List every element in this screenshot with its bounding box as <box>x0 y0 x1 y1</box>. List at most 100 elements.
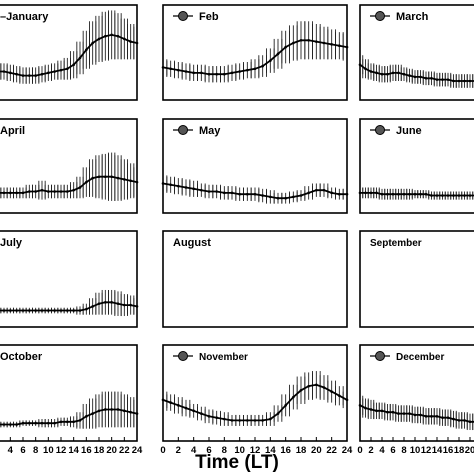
data-point <box>402 412 406 415</box>
data-point <box>53 190 56 193</box>
data-point <box>28 190 31 193</box>
data-point <box>446 194 450 197</box>
data-point <box>91 305 94 308</box>
data-point <box>463 194 466 197</box>
x-tick-label: 14 <box>265 445 276 456</box>
x-tick-label: 20 <box>465 445 474 456</box>
x-tick-label: 4 <box>8 445 14 456</box>
data-point <box>330 191 333 195</box>
panel-frame <box>359 344 474 442</box>
panel-december: December 0 2 4 6 8 10 12 14 16 18 20 <box>357 344 474 456</box>
data-point <box>129 303 132 307</box>
x-tick-label: 12 <box>250 445 261 456</box>
x-tick-label: 8 <box>33 445 38 456</box>
data-point <box>441 416 444 419</box>
data-point <box>322 386 326 389</box>
panel-title-april: April <box>0 125 25 137</box>
data-point <box>59 68 63 72</box>
data-point <box>53 309 56 312</box>
data-point <box>223 191 226 195</box>
x-tick-label: 18 <box>296 445 307 456</box>
data-point <box>284 45 287 49</box>
data-point <box>104 301 107 304</box>
x-tick-label: 4 <box>191 445 197 456</box>
data-point <box>161 182 165 185</box>
data-point <box>375 191 378 195</box>
data-point <box>72 63 75 67</box>
data-point <box>40 188 44 192</box>
x-tick-label: 4 <box>379 445 385 456</box>
data-point <box>223 72 226 76</box>
data-point <box>322 188 326 192</box>
data-point <box>53 70 56 73</box>
panel-april: April <box>0 118 139 214</box>
data-point <box>9 71 12 75</box>
data-point <box>307 38 310 42</box>
data-point <box>338 192 341 196</box>
data-point <box>129 410 132 414</box>
data-point <box>200 188 203 192</box>
data-point <box>40 421 44 425</box>
panel-title-september: September <box>370 238 422 249</box>
data-point <box>40 72 44 76</box>
data-point <box>2 191 6 195</box>
data-point <box>441 194 444 197</box>
data-point <box>424 192 428 196</box>
panel-march: March <box>358 4 474 101</box>
data-point <box>129 179 132 183</box>
x-tick-label: 6 <box>20 445 25 456</box>
data-point <box>116 34 120 38</box>
data-point <box>85 180 88 184</box>
data-point <box>192 187 195 191</box>
data-point <box>292 41 295 45</box>
data-point <box>408 412 411 415</box>
x-tick-label: 16 <box>280 445 291 456</box>
data-point <box>261 419 264 422</box>
x-tick-label: 24 <box>342 445 353 456</box>
x-tick-label: 20 <box>311 445 322 456</box>
data-point <box>207 72 211 76</box>
panel-title-march: March <box>396 11 429 23</box>
data-point <box>452 194 455 197</box>
data-point <box>2 423 6 426</box>
data-point <box>2 309 6 312</box>
data-point <box>200 412 203 415</box>
x-tick-label: 0 <box>357 445 362 456</box>
data-point <box>386 192 389 196</box>
data-point <box>34 190 37 193</box>
data-point <box>338 44 341 48</box>
data-point <box>21 309 25 312</box>
data-point <box>78 309 82 312</box>
x-tick-label: 14 <box>68 445 79 456</box>
data-point <box>402 192 406 196</box>
data-point <box>446 416 450 419</box>
data-point <box>169 67 172 71</box>
data-point <box>457 79 461 83</box>
data-point <box>386 72 389 76</box>
data-point <box>116 176 120 180</box>
data-point <box>419 413 422 417</box>
x-axis-label: Time (LT) <box>195 452 279 473</box>
data-point <box>435 78 439 81</box>
data-point <box>123 178 126 181</box>
data-point <box>424 76 428 80</box>
legend-marker-icon <box>178 125 188 135</box>
panel-title-january: –January <box>0 11 49 23</box>
data-point <box>28 421 31 425</box>
data-point <box>135 41 139 45</box>
data-point <box>307 384 310 388</box>
data-point <box>276 52 280 56</box>
data-point <box>66 190 69 193</box>
data-point <box>85 307 88 311</box>
data-point <box>223 417 226 421</box>
panel-title-october: October <box>0 351 43 363</box>
data-point <box>238 70 241 73</box>
data-point <box>34 309 37 312</box>
data-point <box>110 301 113 304</box>
data-point <box>463 79 466 83</box>
data-point <box>123 37 126 41</box>
data-point <box>192 409 195 413</box>
data-point <box>47 421 50 425</box>
data-point <box>261 194 264 197</box>
